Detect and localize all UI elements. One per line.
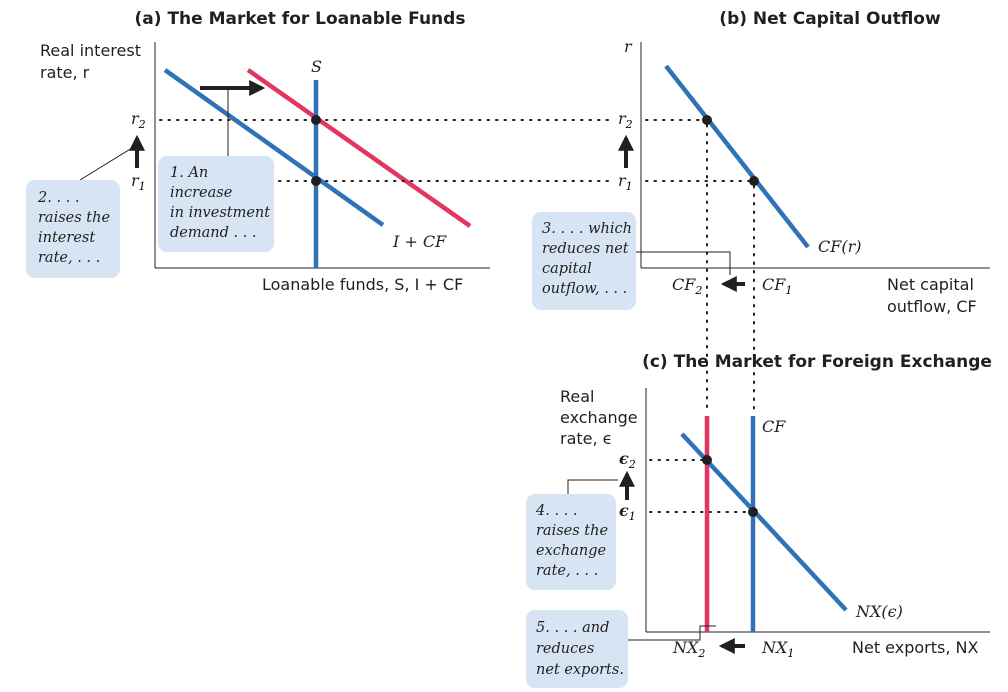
panel-a-y-label-line1: Real interest <box>40 41 141 60</box>
panel-c-y-label-line3: rate, ϵ <box>560 429 613 448</box>
panel-c-e1-tick: ϵ1 <box>619 501 636 523</box>
panel-b-r2-tick: r2 <box>618 109 633 131</box>
note5-leader <box>628 625 716 641</box>
supply-label-s: S <box>311 57 322 76</box>
svg-text:net exports.: net exports. <box>536 662 624 678</box>
svg-text:interest: interest <box>38 230 95 246</box>
panel-b-axes <box>640 42 990 269</box>
cf-point-r1 <box>749 176 759 186</box>
note-5: 5. . . . and reduces net exports. <box>526 610 628 688</box>
panel-a-axes <box>154 42 490 269</box>
equilibrium-point-r2 <box>311 115 321 125</box>
equilibrium-point-r1 <box>311 176 321 186</box>
svg-text:reduces: reduces <box>536 641 594 657</box>
svg-text:3. . . . which: 3. . . . which <box>542 221 632 237</box>
note-1: 1. An increase in investment demand . . … <box>158 156 274 252</box>
note2-leader <box>79 147 133 181</box>
cf-point-r2 <box>702 115 712 125</box>
svg-text:raises the: raises the <box>38 210 110 226</box>
svg-text:rate, . . .: rate, . . . <box>38 250 100 266</box>
panel-c-e2-tick: ϵ2 <box>619 449 636 471</box>
x-tick-nx2: NX2 <box>672 638 705 660</box>
cf-curve <box>664 64 810 249</box>
note-3: 3. . . . which reduces net capital outfl… <box>532 212 636 310</box>
panel-a-title: (a) The Market for Loanable Funds <box>135 9 466 29</box>
demand-curve-shifted <box>246 68 472 228</box>
panel-a-r2-tick: r2 <box>131 109 146 131</box>
panel-b-r1-tick: r1 <box>618 171 633 193</box>
svg-text:1. An: 1. An <box>170 165 208 181</box>
fx-point-e1 <box>748 507 758 517</box>
note-2: 2. . . . raises the interest rate, . . . <box>26 180 120 278</box>
panel-b-y-label: r <box>624 37 633 56</box>
panel-c-axes <box>645 388 990 633</box>
svg-text:outflow, . . .: outflow, . . . <box>542 281 627 297</box>
x-tick-cf2: CF2 <box>672 275 702 297</box>
svg-text:4. . . .: 4. . . . <box>535 503 578 519</box>
svg-text:rate, . . .: rate, . . . <box>536 563 598 579</box>
cf-curve-label: CF(r) <box>818 237 861 256</box>
svg-text:demand . . .: demand . . . <box>170 225 257 241</box>
panel-a-x-label: Loanable funds, S, I + CF <box>262 275 463 294</box>
svg-text:raises the: raises the <box>536 523 608 539</box>
panel-b-x-label-line2: outflow, CF <box>887 297 977 316</box>
svg-text:in investment: in investment <box>170 205 270 221</box>
note-4: 4. . . . raises the exchange rate, . . . <box>526 494 616 590</box>
svg-text:reduces net: reduces net <box>542 241 629 257</box>
nx-demand-label: NX(ϵ) <box>855 602 903 621</box>
svg-text:increase: increase <box>170 185 232 201</box>
panel-a-r1-tick: r1 <box>131 171 146 193</box>
cf-supply-label: CF <box>762 417 786 436</box>
panel-c-y-label-line2: exchange <box>560 408 638 427</box>
panel-b-x-label-line1: Net capital <box>887 275 974 294</box>
svg-text:exchange: exchange <box>536 543 606 559</box>
note4-leader <box>567 479 618 494</box>
panel-c-y-label-line1: Real <box>560 387 595 406</box>
panel-c-title: (c) The Market for Foreign Exchange <box>642 352 992 372</box>
fx-point-e2 <box>702 455 712 465</box>
demand-curve-original <box>163 68 385 227</box>
panel-a-y-label-line2: rate, r <box>40 63 90 82</box>
svg-text:capital: capital <box>542 261 592 277</box>
demand-label-i-cf: I + CF <box>392 232 447 251</box>
note3-leader <box>636 251 731 275</box>
x-tick-cf1: CF1 <box>762 275 792 297</box>
panel-c-x-label: Net exports, NX <box>852 638 978 657</box>
x-tick-nx1: NX1 <box>761 638 794 660</box>
svg-text:2. . . .: 2. . . . <box>37 190 80 206</box>
panel-b-title: (b) Net Capital Outflow <box>719 9 941 29</box>
svg-text:5. . . . and: 5. . . . and <box>536 620 609 636</box>
